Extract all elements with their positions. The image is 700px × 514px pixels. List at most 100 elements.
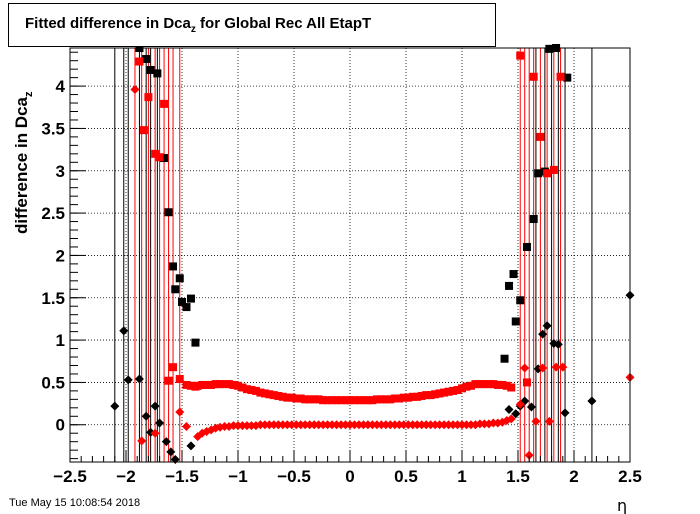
y-axis-label-sub: z — [23, 91, 35, 97]
data-point-diamond — [181, 421, 191, 431]
data-point-diamond — [161, 437, 171, 447]
y-axis-label: difference in Dcaz — [12, 91, 35, 234]
data-point-square — [283, 393, 292, 402]
data-point-square — [178, 297, 186, 306]
y-axis-label-main: difference in Dca — [12, 96, 31, 234]
data-point-diamond — [150, 401, 160, 411]
x-tick-label: 1.5 — [506, 467, 530, 486]
y-tick-label: 2 — [56, 246, 65, 265]
data-point-diamond — [553, 339, 563, 349]
data-point-diamond — [123, 375, 133, 385]
data-point-square — [341, 396, 350, 405]
data-point-square — [500, 354, 509, 363]
data-point-diamond — [511, 409, 521, 419]
x-tick-label: 1 — [457, 467, 466, 486]
data-point-diamond — [524, 450, 534, 460]
data-point-diamond — [551, 362, 561, 372]
data-point-diamond — [141, 411, 151, 421]
data-point-square — [350, 396, 359, 405]
data-point-diamond — [506, 414, 516, 424]
data-point-square — [169, 262, 178, 271]
data-point-square — [229, 380, 238, 389]
data-point-square — [153, 69, 162, 78]
data-point-square — [301, 395, 310, 404]
data-point-square — [310, 395, 319, 404]
data-point-diamond — [130, 84, 140, 94]
data-point-square — [207, 380, 216, 389]
data-point-square — [278, 392, 287, 401]
y-tick-label: 4 — [56, 77, 66, 96]
data-point-diamond — [544, 416, 554, 426]
title-prefix: Fitted difference in Dca — [25, 15, 191, 32]
data-point-square — [516, 296, 525, 305]
x-axis: −2.5 −2 −1.5 −1 −0.5 0 0.5 1 1.5 2 2.5 — [53, 450, 642, 486]
data-point-square — [247, 386, 256, 395]
timestamp: Tue May 15 10:08:54 2018 — [9, 497, 141, 509]
data-point-square — [164, 208, 173, 217]
data-point-square — [319, 396, 328, 405]
data-point-square — [169, 363, 178, 372]
data-point-square — [368, 396, 377, 405]
data-point-square — [135, 57, 144, 66]
data-point-square — [198, 380, 207, 389]
data-point-square — [269, 391, 278, 400]
y-tick-label: 1 — [56, 331, 65, 350]
data-point-square — [511, 317, 520, 326]
data-point-square — [182, 303, 191, 312]
data-point-square — [265, 390, 274, 399]
data-point-square — [502, 381, 511, 390]
data-point-square — [435, 389, 444, 398]
data-point-square — [296, 394, 305, 403]
x-tick-label: 2.5 — [618, 467, 642, 486]
data-point-square — [332, 396, 341, 405]
data-point-square — [395, 394, 404, 403]
data-point-square — [211, 380, 220, 389]
data-point-square — [440, 388, 449, 397]
data-point-square — [328, 396, 337, 405]
y-tick-label: 0.5 — [41, 373, 65, 392]
data-point-square — [363, 396, 372, 405]
data-point-square — [175, 375, 184, 384]
data-point-square — [191, 338, 200, 347]
data-point-square — [155, 153, 164, 162]
data-point-square — [287, 393, 296, 402]
data-point-square — [458, 384, 466, 393]
data-point-square — [536, 132, 545, 141]
data-point-square — [260, 389, 269, 398]
data-point-square — [475, 380, 484, 389]
data-point-square — [292, 394, 301, 403]
data-point-square — [426, 391, 435, 400]
data-point-diamond — [166, 447, 176, 457]
data-point-square — [563, 73, 572, 82]
x-tick-label: −0.5 — [277, 467, 311, 486]
data-point-square — [323, 396, 332, 405]
y-tick-label: 3.5 — [41, 119, 65, 138]
data-point-diamond — [515, 399, 525, 409]
data-point-square — [314, 395, 323, 404]
data-point-square — [305, 395, 314, 404]
x-tick-label: 2 — [569, 467, 578, 486]
data-point-square — [372, 395, 381, 404]
data-point-square — [449, 386, 458, 395]
data-point-square — [431, 390, 440, 399]
data-point-square — [509, 270, 518, 279]
data-point-square — [354, 396, 363, 405]
data-point-square — [337, 396, 346, 405]
data-point-square — [160, 154, 169, 163]
error-bars — [114, 48, 631, 462]
data-point-diamond — [134, 374, 144, 384]
x-tick-label: −2 — [116, 467, 135, 486]
data-point-square — [251, 386, 260, 395]
data-point-square — [234, 381, 242, 390]
data-point-square — [151, 149, 160, 158]
title-suffix: for Global Rec All EtapT — [195, 15, 372, 32]
data-point-square — [164, 376, 173, 385]
x-tick-label: −2.5 — [53, 467, 87, 486]
y-tick-label: 0 — [56, 416, 65, 435]
x-tick-label: 0.5 — [394, 467, 418, 486]
data-point-square — [493, 380, 502, 389]
data-point-square — [556, 72, 565, 81]
data-point-diamond — [155, 418, 165, 428]
data-point-square — [529, 215, 538, 224]
data-point-square — [408, 392, 417, 401]
